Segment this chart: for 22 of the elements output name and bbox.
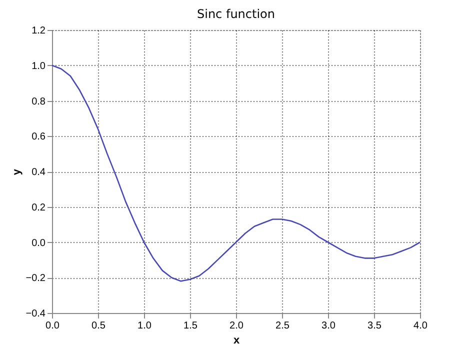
x-axis-title: x <box>233 334 240 346</box>
line-series <box>51 64 421 282</box>
x-tick-label: 1.5 <box>184 320 198 332</box>
y-tick-label: 1.2 <box>32 26 46 36</box>
chart-title: Sinc function <box>197 7 275 21</box>
y-tick-label: 0.4 <box>32 167 46 178</box>
y-tick-label: −0.4 <box>26 308 46 320</box>
x-tick-label: 1.0 <box>138 320 152 332</box>
x-tick-label: 2.5 <box>276 320 290 332</box>
y-tick-label: −0.2 <box>26 273 46 284</box>
x-tick-label: 0.0 <box>46 320 60 332</box>
x-tick-label: 3.5 <box>368 320 382 332</box>
y-tick-label: 1.0 <box>32 60 46 72</box>
y-tick-label: 0.0 <box>32 238 46 249</box>
x-tick-label: 2.0 <box>230 320 244 332</box>
x-tick-label: 4.0 <box>414 320 428 332</box>
y-tick-label: 0.2 <box>32 202 46 214</box>
x-tick-label: 0.5 <box>92 320 106 332</box>
y-axis-title: y <box>10 168 23 176</box>
x-tick-label: 3.0 <box>322 320 336 332</box>
y-tick-label: 0.8 <box>32 96 46 108</box>
y-tick-label: 0.6 <box>32 132 46 143</box>
